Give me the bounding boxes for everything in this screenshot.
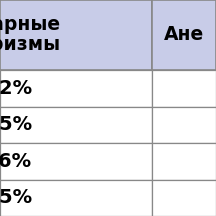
Bar [0, 70, 152, 106]
Text: 2,2%: 2,2% [0, 79, 32, 98]
Bar [0, 0, 152, 70]
Bar [152, 70, 216, 106]
Text: Ане: Ане [164, 25, 204, 44]
Bar [0, 179, 152, 216]
Text: 5,5%: 5,5% [0, 115, 32, 134]
Text: вризмы: вризмы [0, 35, 60, 54]
Text: иарные: иарные [0, 16, 60, 35]
Text: 6,6%: 6,6% [0, 152, 32, 171]
Bar [152, 0, 216, 70]
Bar [152, 179, 216, 216]
Bar [152, 143, 216, 179]
Text: 5,5%: 5,5% [0, 188, 32, 207]
Bar [0, 106, 152, 143]
Bar [0, 143, 152, 179]
Bar [152, 106, 216, 143]
